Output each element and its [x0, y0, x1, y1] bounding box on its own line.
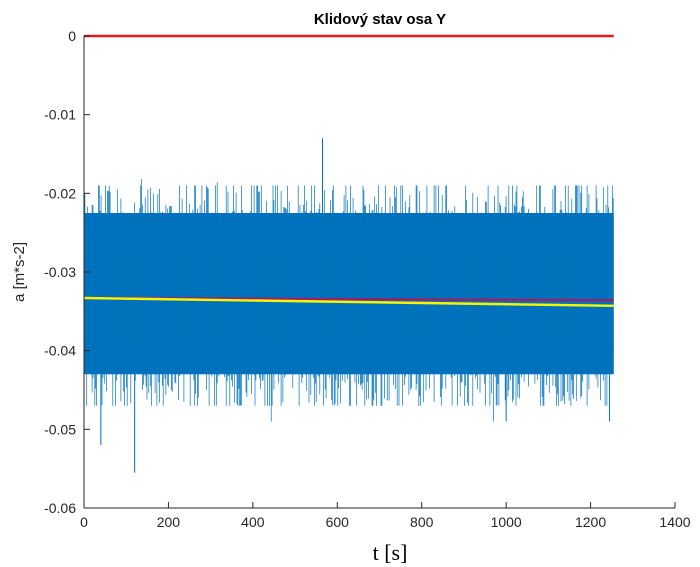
y-tick-label: -0.04 [44, 343, 76, 359]
chart-title: Klidový stav osa Y [314, 11, 446, 28]
y-tick-label: -0.03 [44, 264, 76, 280]
x-axis-label: t [s] [373, 540, 408, 565]
x-tick-label: 1200 [575, 514, 606, 530]
x-tick-label: 1400 [659, 514, 690, 530]
y-tick-label: -0.06 [44, 500, 76, 516]
x-tick-label: 0 [80, 514, 88, 530]
x-tick-label: 600 [326, 514, 350, 530]
y-tick-label: 0 [68, 28, 76, 44]
x-tick-label: 800 [410, 514, 434, 530]
noise-band-series [83, 138, 614, 473]
y-tick-label: -0.01 [44, 107, 76, 123]
line-series-group [83, 34, 614, 307]
x-tick-label: 200 [157, 514, 181, 530]
y-axis-label: a [m*s-2] [11, 242, 28, 302]
y-tick-label: -0.05 [44, 421, 76, 437]
y-tick-label: -0.02 [44, 185, 76, 201]
x-tick-label: 1000 [491, 514, 522, 530]
series-line-3 [83, 296, 614, 307]
ticks: 0 200 400 600 800 1000 1200 1400 0 -0.01 -0.02 -0.0… [44, 28, 691, 530]
x-tick-label: 400 [241, 514, 265, 530]
